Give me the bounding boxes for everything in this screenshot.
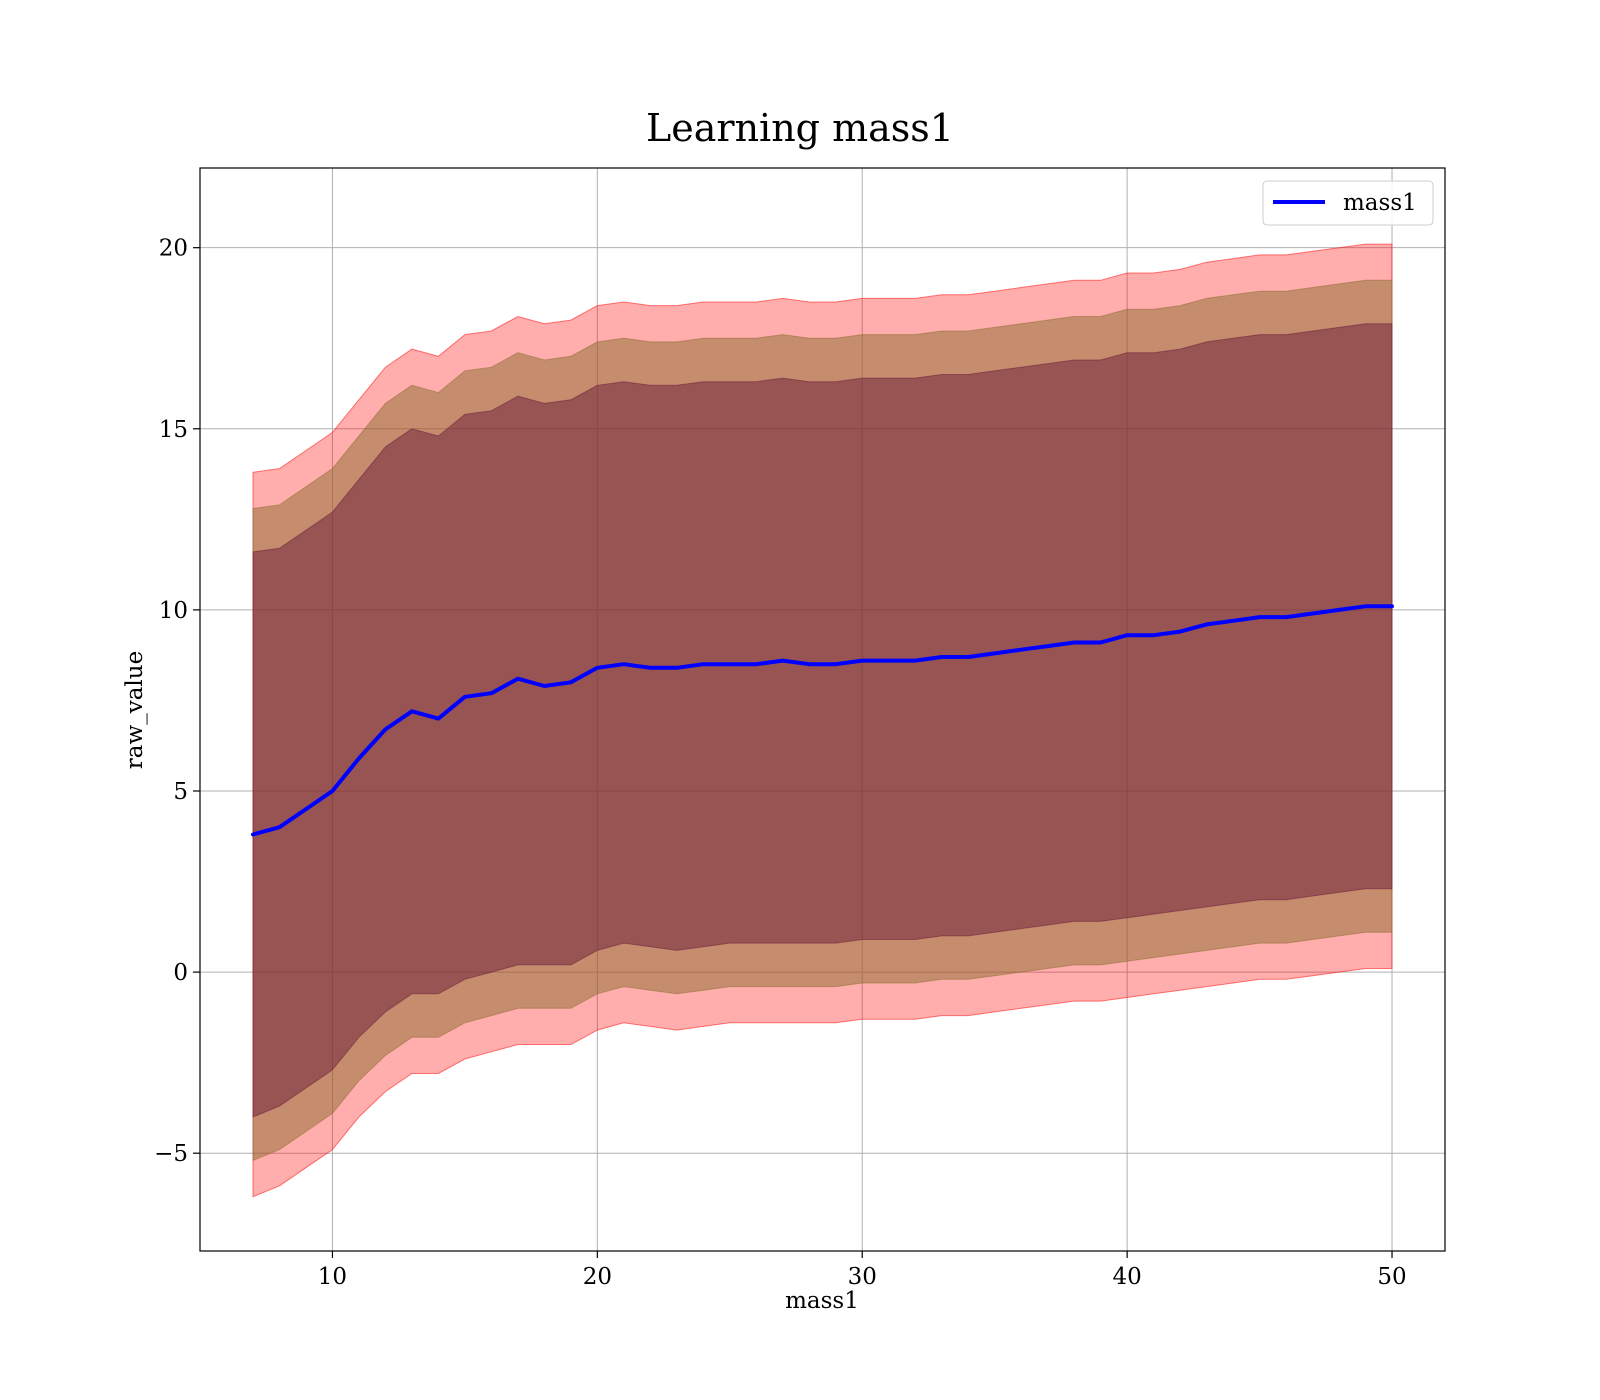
y-tick-label-5: 20 xyxy=(159,236,188,262)
axes-frame xyxy=(199,167,1446,1252)
band-band_inner xyxy=(252,323,1393,1118)
x-axis-ticks: 10 20 30 40 50 xyxy=(318,1251,1407,1290)
chart-title: Learning mass1 xyxy=(646,106,954,150)
x-tick-label-3: 40 xyxy=(1112,1264,1141,1290)
confidence-bands xyxy=(252,243,1393,1198)
legend: mass1 xyxy=(1262,180,1434,226)
y-tick-label-3: 10 xyxy=(159,598,188,624)
y-tick-label-0: −5 xyxy=(154,1141,188,1167)
x-tick-label-0: 10 xyxy=(318,1264,347,1290)
y-tick-label-4: 15 xyxy=(159,417,188,443)
series-line-mass1 xyxy=(251,604,1394,837)
series-lines xyxy=(251,604,1394,837)
x-tick-label-2: 30 xyxy=(848,1264,877,1290)
y-tick-label-1: 0 xyxy=(173,960,188,986)
y-axis-label: raw_value xyxy=(122,651,148,769)
legend-label-mass1: mass1 xyxy=(1343,190,1417,216)
y-tick-label-2: 5 xyxy=(173,779,188,805)
x-axis-label: mass1 xyxy=(785,1288,859,1314)
x-tick-label-1: 20 xyxy=(583,1264,612,1290)
x-tick-label-4: 50 xyxy=(1377,1264,1406,1290)
y-axis-ticks: −5 0 5 10 15 20 xyxy=(154,236,200,1167)
legend-box xyxy=(1262,180,1434,226)
